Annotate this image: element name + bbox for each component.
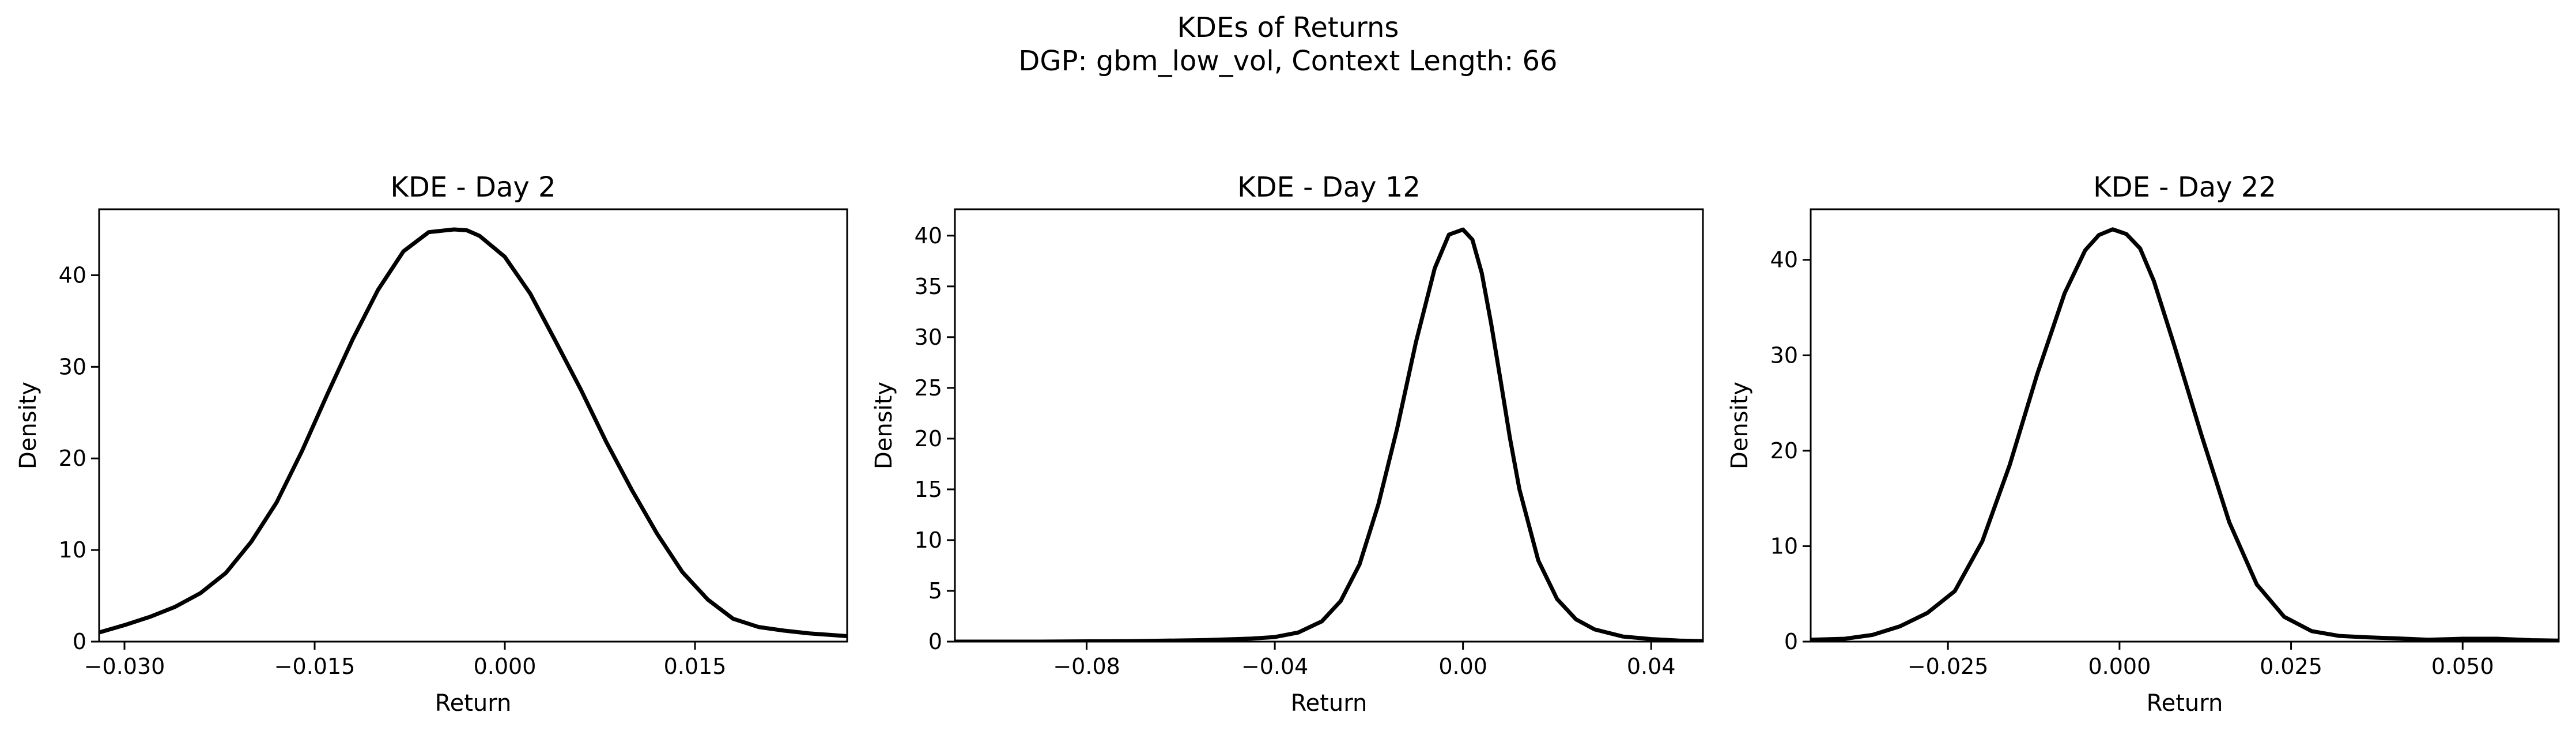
x-tick-label: 0.025 bbox=[2260, 654, 2322, 679]
y-tick-label: 10 bbox=[59, 537, 86, 563]
kde-curve-1-1 bbox=[99, 227, 847, 638]
x-tick-label: 0.00 bbox=[1438, 654, 1487, 679]
x-tick-label: −0.030 bbox=[84, 654, 165, 679]
y-tick-label: 35 bbox=[915, 274, 942, 299]
y-tick-label: 20 bbox=[59, 446, 86, 471]
subplot-title: KDE - Day 2 bbox=[390, 171, 556, 203]
plot-frame bbox=[954, 208, 1704, 643]
figure-subtitle: DGP: gbm_low_vol, Context Length: 66 bbox=[1018, 45, 1557, 77]
x-axis-label: Return bbox=[2147, 690, 2223, 717]
x-tick-label: 0.000 bbox=[2088, 654, 2151, 679]
y-tick-label: 10 bbox=[1770, 533, 1798, 559]
x-tick-label: −0.015 bbox=[274, 654, 356, 679]
x-axis-label: Return bbox=[1291, 690, 1368, 717]
plot-frame bbox=[98, 208, 848, 643]
y-axis-label: Density bbox=[871, 382, 897, 469]
x-tick-label: −0.04 bbox=[1241, 654, 1308, 679]
plot-frame bbox=[1810, 208, 2560, 643]
y-tick-label: 0 bbox=[928, 629, 942, 654]
y-tick-label: 0 bbox=[1784, 629, 1798, 654]
y-axis-label: Density bbox=[15, 382, 41, 469]
subplot-1: −0.030 −0.015 0.000 0.015 0 10 20 30 40 KDE - Day… bbox=[15, 171, 848, 717]
y-tick-label: 20 bbox=[915, 426, 942, 451]
kde-curve-3-1 bbox=[1811, 227, 2559, 642]
subplot-title: KDE - Day 22 bbox=[2093, 171, 2276, 203]
x-axis-label: Return bbox=[435, 690, 512, 717]
figure-title: KDEs of Returns bbox=[1177, 12, 1399, 44]
y-tick-label: 40 bbox=[1770, 247, 1798, 273]
y-tick-label: 30 bbox=[915, 325, 942, 350]
y-tick-label: 30 bbox=[1770, 342, 1798, 368]
y-tick-label: 20 bbox=[1770, 438, 1798, 463]
kde-curve-2-1 bbox=[955, 227, 1703, 642]
y-tick-label: 15 bbox=[915, 477, 942, 502]
y-tick-label: 10 bbox=[915, 527, 942, 553]
y-tick-label: 25 bbox=[915, 375, 942, 401]
subplot-2: −0.08 −0.04 0.00 0.04 0 5 10 15 20 25 30 35 40 KDE - … bbox=[871, 171, 1704, 717]
subplot-title: KDE - Day 12 bbox=[1237, 171, 1421, 203]
y-tick-label: 30 bbox=[59, 354, 86, 379]
y-axis-label: Density bbox=[1727, 382, 1753, 469]
y-tick-label: 0 bbox=[73, 629, 86, 654]
y-tick-label: 40 bbox=[59, 262, 86, 288]
x-tick-label: 0.050 bbox=[2431, 654, 2494, 679]
x-tick-label: 0.04 bbox=[1627, 654, 1676, 679]
y-tick-label: 5 bbox=[928, 578, 942, 604]
x-tick-label: −0.08 bbox=[1053, 654, 1120, 679]
x-tick-label: −0.025 bbox=[1908, 654, 1989, 679]
x-tick-label: 0.015 bbox=[664, 654, 727, 679]
y-tick-label: 40 bbox=[915, 223, 942, 248]
subplot-3: −0.025 0.000 0.025 0.050 0 10 20 30 40 KDE - Day … bbox=[1727, 171, 2560, 717]
x-tick-label: 0.000 bbox=[474, 654, 537, 679]
